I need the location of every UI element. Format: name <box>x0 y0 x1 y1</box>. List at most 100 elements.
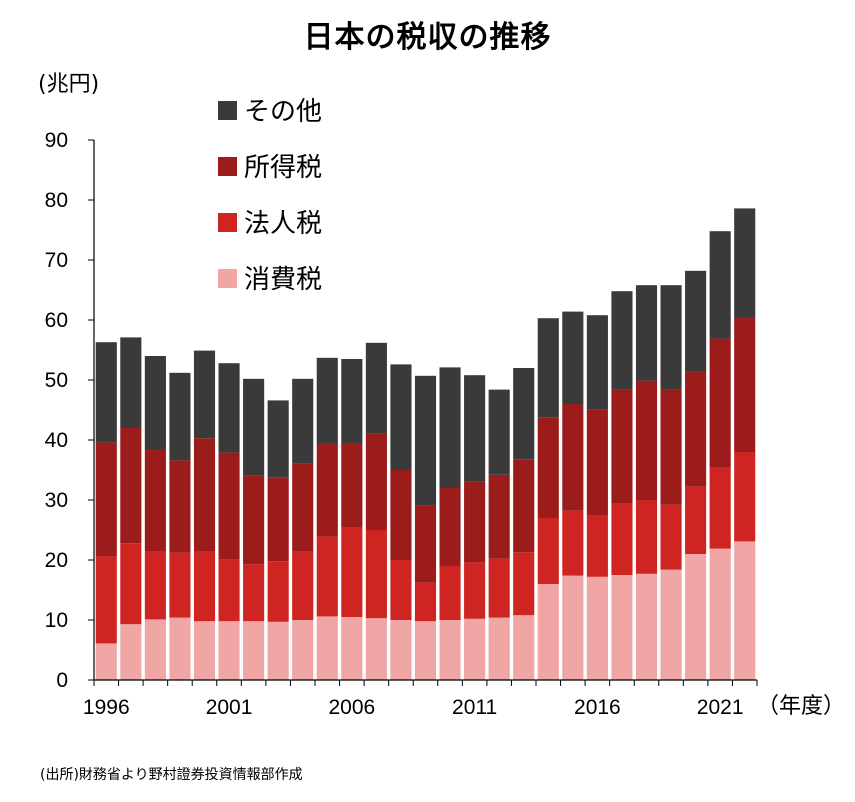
bar-segment-2018-s0 <box>635 573 658 680</box>
bar-segment-2001-s1 <box>218 559 240 622</box>
bar-segment-2022-s3 <box>734 208 756 317</box>
bar-segment-1999-s0 <box>169 617 191 680</box>
bar-segment-1999-s1 <box>169 552 191 618</box>
legend-label: その他 <box>244 97 322 127</box>
bar-segment-2008-s3 <box>390 364 412 470</box>
bar-segment-2004-s0 <box>292 620 314 680</box>
legend-swatch <box>218 157 237 176</box>
bar-segment-2004-s1 <box>292 551 314 620</box>
bar-segment-2006-s0 <box>341 617 363 680</box>
y-tick-label: 80 <box>45 189 68 212</box>
y-tick-label: 40 <box>45 429 68 452</box>
bar-segment-2002-s0 <box>243 621 265 680</box>
y-tick-label: 60 <box>45 309 68 332</box>
bar-segment-2021-s0 <box>709 548 731 680</box>
bar-segment-2000-s3 <box>193 350 216 439</box>
x-tick-label: 2011 <box>452 696 497 719</box>
legend-swatch <box>218 269 237 288</box>
bar-segment-2020-s3 <box>685 270 707 372</box>
bar-segment-2017-s2 <box>611 389 633 503</box>
bar-segment-1997-s2 <box>120 428 142 544</box>
bar-segment-2003-s0 <box>267 621 289 680</box>
bar-segment-1998-s3 <box>144 356 166 449</box>
bar-segment-1997-s3 <box>120 337 142 428</box>
bar-segment-2002-s1 <box>243 564 265 622</box>
bar-segment-2008-s1 <box>390 560 412 620</box>
bar-segment-2018-s3 <box>635 285 658 381</box>
bar-segment-1996-s1 <box>95 556 117 644</box>
bar-segment-2001-s3 <box>218 363 240 453</box>
bar-segment-2020-s2 <box>685 371 707 487</box>
legend-swatch <box>218 213 237 232</box>
bar-segment-1997-s1 <box>120 543 142 625</box>
bar-segment-2013-s2 <box>513 459 535 553</box>
bar-segment-2001-s0 <box>218 621 240 680</box>
bar-segment-2015-s3 <box>562 311 584 404</box>
bar-segment-2016-s0 <box>586 576 608 680</box>
bar-segment-1998-s1 <box>144 551 166 620</box>
bar-segment-2012-s0 <box>488 617 510 680</box>
bar-segment-1996-s3 <box>95 342 117 443</box>
bar-segment-2005-s2 <box>316 443 338 537</box>
bar-segment-2001-s2 <box>218 452 240 560</box>
bar-segment-2010-s2 <box>439 488 461 566</box>
bar-segment-2007-s0 <box>365 618 387 680</box>
x-tick-label: 2001 <box>206 696 253 719</box>
bar-segment-2014-s1 <box>537 518 559 584</box>
bar-segment-2005-s0 <box>316 616 338 680</box>
legend-swatch <box>218 101 237 120</box>
bar-segment-2006-s1 <box>341 527 363 617</box>
bar-segment-2002-s3 <box>243 378 265 476</box>
source-note: (出所)財務省より野村證券投資情報部作成 <box>40 767 303 783</box>
y-tick-label: 20 <box>45 549 68 572</box>
y-tick-label: 70 <box>45 249 68 272</box>
bar-segment-1999-s2 <box>169 460 191 553</box>
bar-segment-2020-s1 <box>685 486 707 554</box>
y-tick-label: 0 <box>56 669 68 692</box>
bar-segment-2011-s0 <box>464 618 486 680</box>
bar-segment-1996-s2 <box>95 442 117 557</box>
bar-segment-2009-s2 <box>414 505 437 583</box>
bar-segment-2013-s3 <box>513 368 535 460</box>
bar-segment-1996-s0 <box>95 643 117 680</box>
bar-segment-1998-s2 <box>144 449 166 551</box>
bar-segment-2005-s1 <box>316 536 338 617</box>
bar-segment-2005-s3 <box>316 357 338 443</box>
bar-segment-2000-s2 <box>193 438 216 551</box>
bar-segment-2018-s2 <box>635 380 658 500</box>
bar-segment-2012-s2 <box>488 474 510 559</box>
bar-segment-2006-s2 <box>341 443 363 528</box>
x-tick-label: 2016 <box>574 696 621 719</box>
bar-segment-2018-s1 <box>635 500 658 574</box>
x-tick-label: 2021 <box>697 696 744 719</box>
bar-segment-2007-s1 <box>365 530 387 619</box>
bar-segment-2010-s1 <box>439 566 461 620</box>
bar-segment-1999-s3 <box>169 372 191 461</box>
bar-segment-2013-s0 <box>513 615 535 680</box>
bar-segment-2002-s2 <box>243 475 265 565</box>
bar-segment-2014-s3 <box>537 318 559 418</box>
bar-segment-2011-s3 <box>464 375 486 482</box>
bar-segment-2003-s1 <box>267 561 289 622</box>
bar-segment-2022-s2 <box>734 317 756 452</box>
bar-segment-2015-s0 <box>562 575 584 680</box>
bar-segment-2016-s2 <box>586 409 608 515</box>
bar-segment-2003-s3 <box>267 400 289 478</box>
bar-segment-1998-s0 <box>144 619 166 680</box>
y-tick-label: 90 <box>45 129 68 152</box>
bar-segment-2022-s0 <box>734 541 756 680</box>
y-tick-label: 50 <box>45 369 68 392</box>
x-tick-label: 2006 <box>328 696 375 719</box>
bars-group <box>95 208 756 680</box>
bar-segment-2016-s1 <box>586 515 608 577</box>
y-axis-unit-label: (兆円) <box>38 72 100 97</box>
bar-segment-2003-s2 <box>267 477 289 562</box>
bar-segment-2011-s1 <box>464 562 486 619</box>
bar-segment-2019-s2 <box>660 389 682 505</box>
y-tick-label: 10 <box>45 609 68 632</box>
bar-segment-2021-s1 <box>709 467 731 549</box>
bar-segment-2006-s3 <box>341 359 363 443</box>
bar-segment-2015-s2 <box>562 404 584 511</box>
bar-segment-2010-s3 <box>439 367 461 488</box>
